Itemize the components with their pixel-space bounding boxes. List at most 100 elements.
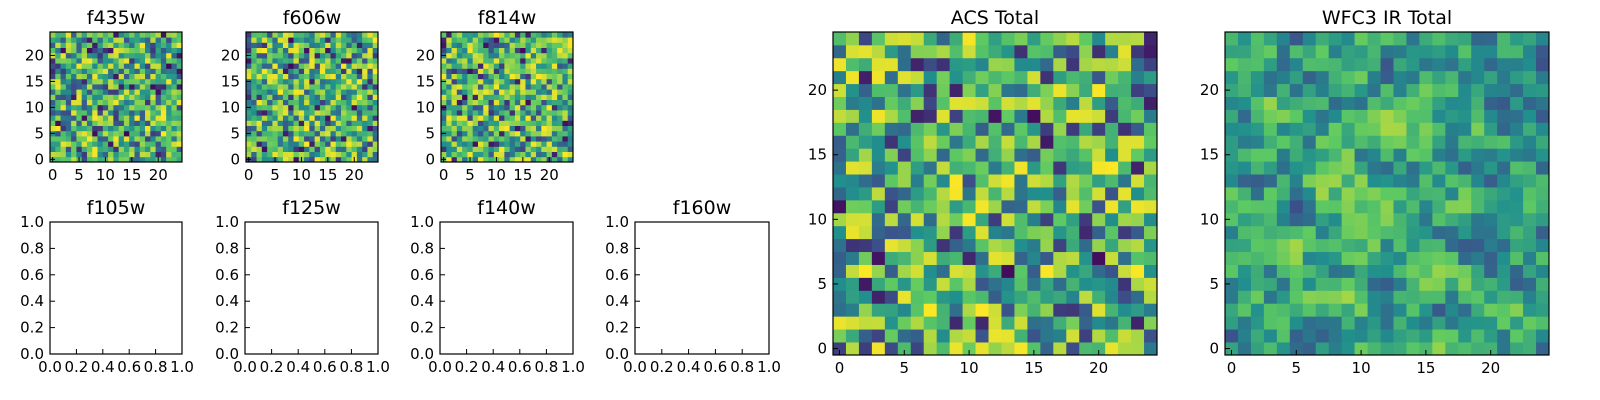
- heatmap-cell: [1289, 96, 1304, 110]
- heatmap-cell: [1406, 238, 1420, 253]
- heatmap-cell: [171, 78, 178, 85]
- heatmap-cell: [975, 32, 989, 46]
- heatmap-cell: [1040, 264, 1054, 278]
- heatmap-cell: [833, 212, 847, 227]
- heatmap-cell: [1225, 329, 1239, 343]
- heatmap-cell: [1497, 83, 1511, 97]
- heatmap-cell: [86, 156, 93, 163]
- heatmap-cell: [1001, 264, 1015, 278]
- y-tick-label: 0.8: [410, 239, 434, 257]
- heatmap-cell: [1250, 329, 1265, 343]
- heatmap-cell: [1432, 96, 1446, 110]
- heatmap-cell: [1458, 212, 1472, 227]
- heatmap-cell: [446, 115, 452, 121]
- heatmap-cell: [1289, 251, 1304, 265]
- heatmap-cell: [256, 130, 263, 137]
- heatmap-cell: [557, 125, 563, 132]
- heatmap-cell: [1354, 109, 1368, 123]
- heatmap-cell: [97, 63, 104, 69]
- heatmap-cell: [910, 342, 925, 356]
- heatmap-cell: [304, 63, 310, 69]
- heatmap-cell: [50, 47, 56, 54]
- heatmap-cell: [509, 146, 516, 152]
- heatmap-cell: [1105, 290, 1119, 304]
- heatmap-cell: [319, 68, 326, 74]
- heatmap-cell: [50, 89, 56, 95]
- heatmap-cell: [446, 120, 452, 126]
- heatmap-cell: [472, 136, 479, 142]
- heatmap-cell: [546, 120, 553, 126]
- heatmap-cell: [176, 63, 183, 69]
- heatmap-cell: [372, 63, 379, 69]
- heatmap-cell: [833, 225, 847, 240]
- heatmap-cell: [910, 251, 925, 265]
- heatmap-cell: [145, 94, 151, 100]
- heatmap-cell: [1237, 212, 1252, 227]
- heatmap-cell: [92, 32, 98, 38]
- heatmap-cell: [176, 94, 183, 100]
- y-tick-label: 0.6: [215, 266, 239, 284]
- heatmap-cell: [76, 136, 83, 142]
- heatmap-cell: [923, 174, 938, 188]
- heatmap-cell: [1523, 225, 1537, 240]
- heatmap-cell: [92, 130, 98, 137]
- heatmap-cell: [446, 94, 452, 100]
- heatmap-cell: [871, 83, 886, 97]
- heatmap-cell: [509, 84, 516, 90]
- heatmap-cell: [541, 42, 547, 48]
- heatmap-cell: [1092, 199, 1106, 214]
- heatmap-cell: [1027, 83, 1041, 97]
- heatmap-cell: [1053, 329, 1067, 343]
- heatmap-cell: [530, 141, 537, 147]
- heatmap-cell: [155, 32, 162, 38]
- heatmap-cell: [509, 32, 516, 38]
- heatmap-cell: [1118, 174, 1132, 188]
- heatmap-cell: [1014, 83, 1028, 97]
- heatmap-cell: [1001, 225, 1015, 240]
- heatmap-cell: [546, 73, 553, 80]
- heatmap-cell: [113, 94, 120, 100]
- heatmap-cell: [314, 146, 321, 152]
- x-tick-label: 15: [513, 166, 532, 184]
- heatmap-cell: [897, 329, 912, 343]
- heatmap-cell: [1380, 44, 1394, 59]
- heatmap-cell: [1237, 187, 1252, 201]
- heatmap-cell: [155, 99, 162, 106]
- heatmap-cell: [81, 32, 88, 38]
- heatmap-cell: [871, 44, 886, 59]
- heatmap-cell: [1225, 44, 1239, 59]
- heatmap-cell: [1536, 135, 1550, 149]
- heatmap-cell: [483, 52, 489, 59]
- heatmap-cell: [499, 63, 505, 69]
- heatmap-cell: [304, 47, 310, 54]
- heatmap-cell: [71, 99, 77, 106]
- heatmap-cell: [166, 151, 172, 158]
- heatmap-cell: [309, 94, 316, 100]
- heatmap-cell: [1027, 122, 1041, 136]
- heatmap-cell: [309, 84, 316, 90]
- heatmap-cell: [467, 99, 474, 106]
- heatmap-cell: [50, 99, 56, 106]
- heatmap-cell: [319, 136, 326, 142]
- heatmap-cell: [298, 104, 305, 111]
- heatmap-cell: [1040, 212, 1054, 227]
- heatmap-cell: [108, 125, 114, 132]
- heatmap-cell: [282, 47, 289, 54]
- heatmap-cell: [1105, 316, 1119, 330]
- heatmap-cell: [76, 78, 83, 85]
- heatmap-cell: [92, 156, 98, 163]
- heatmap-cell: [293, 84, 300, 90]
- heatmap-cell: [176, 120, 183, 126]
- heatmap-cell: [1027, 148, 1041, 162]
- heatmap-cell: [176, 156, 183, 163]
- y-tick-label: 10: [25, 98, 44, 116]
- heatmap-cell: [160, 78, 167, 85]
- heatmap-cell: [86, 78, 93, 85]
- heatmap-cell: [356, 125, 363, 132]
- heatmap-cell: [1523, 342, 1537, 356]
- heatmap-cell: [171, 94, 178, 100]
- heatmap-cell: [267, 156, 273, 163]
- heatmap-cell: [1523, 122, 1537, 136]
- heatmap-cell: [1144, 83, 1158, 97]
- heatmap-cell: [1380, 251, 1394, 265]
